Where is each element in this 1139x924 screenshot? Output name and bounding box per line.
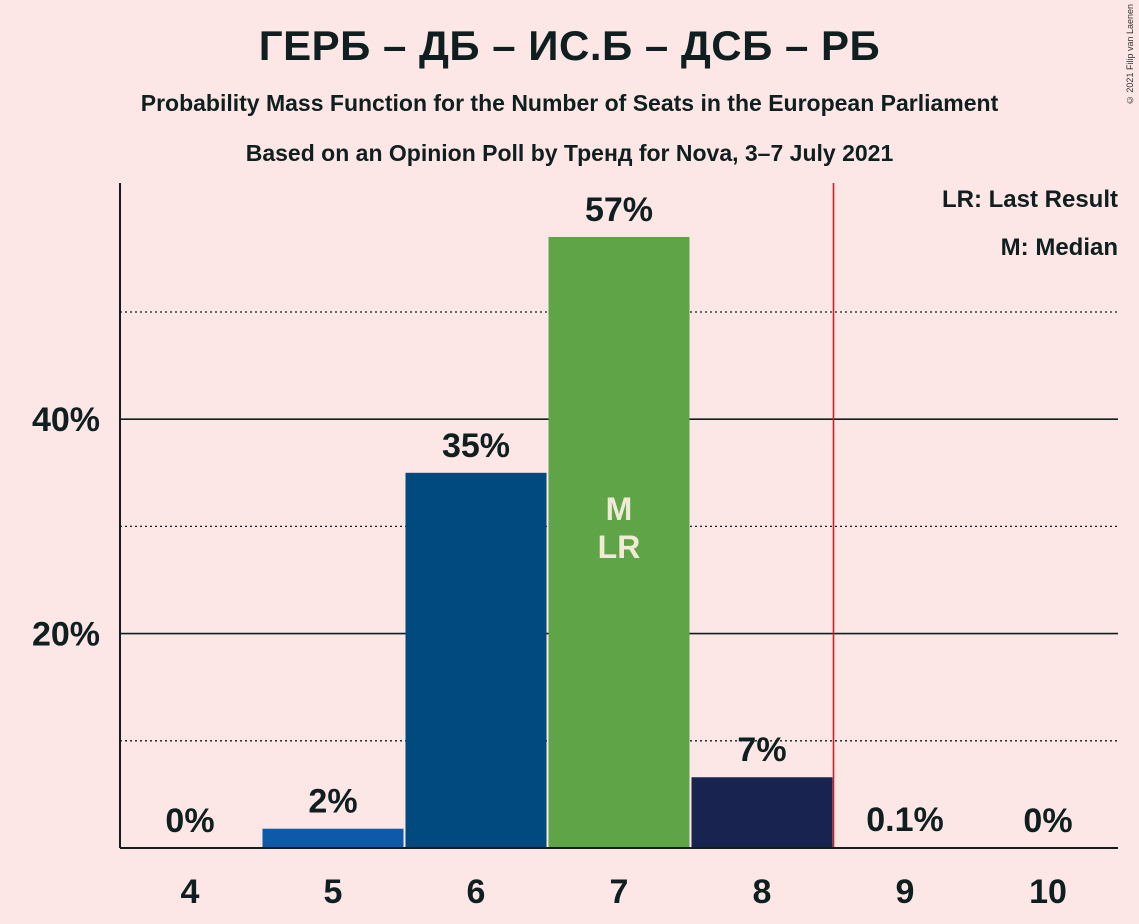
median-lr-markers: MLR [598,491,641,565]
bar-label-5: 2% [308,783,357,821]
x-tick-label-7: 7 [610,873,629,911]
bar-label-10: 0% [1023,802,1072,840]
bars [262,236,833,848]
x-tick-label-4: 4 [181,873,200,911]
bar-label-6: 35% [442,427,510,465]
y-tick-label: 40% [32,401,100,439]
bar-6 [405,472,547,848]
legend-median: M: Median [1000,234,1118,261]
x-tick-label-10: 10 [1029,873,1067,911]
chart-title: ГЕРБ – ДБ – ИС.Б – ДСБ – РБ [258,22,881,69]
axes [119,183,1118,849]
chart-subtitle: Probability Mass Function for the Number… [140,90,999,116]
y-tick-labels: 20% 40% [32,401,100,653]
median-marker: M [606,491,633,527]
bar-8 [691,777,833,848]
bar-5 [262,828,404,848]
legend-last-result: LR: Last Result [941,186,1118,213]
x-tick-label-5: 5 [324,873,343,911]
bar-data-labels: 0% 2% 35% 57% 7% 0.1% 0% [165,191,1072,840]
bar-label-4: 0% [165,802,214,840]
x-tick-label-8: 8 [753,873,772,911]
chart-source-subtitle: Based on an Opinion Poll by Тренд for No… [245,140,894,166]
bar-label-8: 7% [737,731,786,769]
x-tick-label-6: 6 [467,873,486,911]
x-tick-label-9: 9 [896,873,915,911]
x-tick-labels: 4 5 6 7 8 9 10 [181,873,1067,911]
last-result-marker: LR [598,529,641,565]
bar-label-7: 57% [585,191,653,229]
y-tick-label: 20% [32,616,100,654]
bar-label-9: 0.1% [866,801,944,839]
bar-7 [548,236,690,848]
